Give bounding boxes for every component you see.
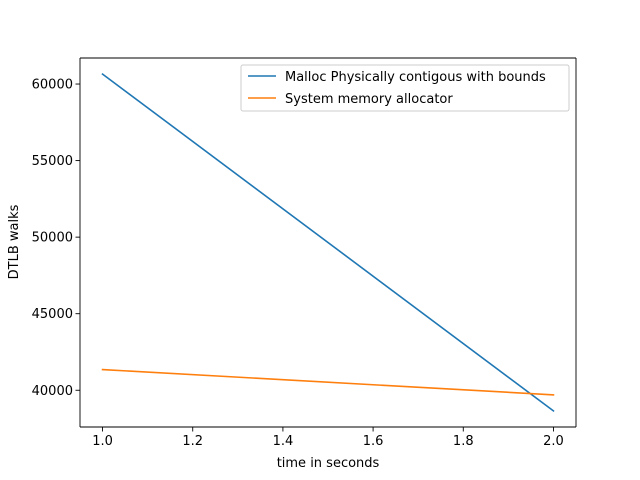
x-tick-label: 1.4: [273, 434, 294, 449]
legend: Malloc Physically contigous with bounds S…: [240, 64, 570, 112]
x-axis-label: time in seconds: [277, 456, 380, 471]
ticks-layer: 1.0 1.2 1.4 1.6 1.8 2.0 40000 45000 50000 55000 60…: [32, 78, 564, 449]
x-tick-label: 1.2: [182, 434, 203, 449]
legend-label-2: System memory allocator: [285, 92, 453, 107]
series-line-2: [101, 368, 555, 396]
series-layer: [101, 72, 555, 413]
x-tick-label: 2.0: [543, 434, 564, 449]
legend-box: [240, 64, 570, 112]
y-tick-label: 40000: [32, 384, 73, 399]
y-tick-label: 60000: [32, 78, 73, 93]
y-axis-label: DTLB walks: [7, 204, 22, 279]
x-tick-label: 1.0: [92, 434, 113, 449]
y-tick-label: 55000: [32, 154, 73, 169]
legend-label-1: Malloc Physically contigous with bounds: [285, 70, 546, 85]
y-tick-label: 50000: [32, 231, 73, 246]
axes-layer: [79, 57, 577, 428]
x-tick-label: 1.8: [453, 434, 474, 449]
x-tick-label: 1.6: [363, 434, 384, 449]
series-line-1: [101, 72, 555, 413]
y-tick-label: 45000: [32, 307, 73, 322]
